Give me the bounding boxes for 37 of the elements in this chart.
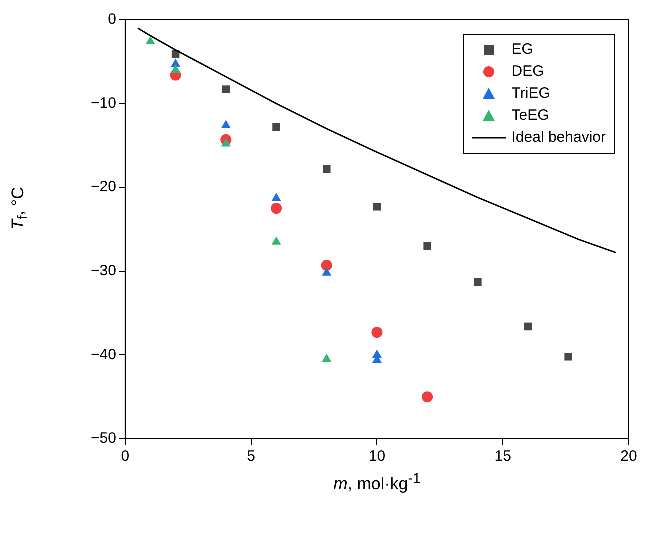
point	[322, 354, 332, 362]
x-tick-label: 5	[247, 448, 256, 466]
legend-label: Ideal behavior	[512, 128, 606, 148]
point	[272, 123, 280, 132]
point	[422, 392, 434, 403]
y-tick-label: −50	[90, 430, 116, 448]
legend-label: TriEG	[512, 84, 550, 104]
point	[146, 36, 156, 45]
y-tick-label: −20	[90, 178, 116, 196]
point	[271, 203, 282, 214]
point	[524, 322, 532, 331]
legend-label: EG	[512, 40, 534, 60]
point	[474, 278, 482, 286]
point	[272, 192, 282, 202]
x-axis-title: m, mol·kg$^{-1}$	[332, 471, 422, 495]
y-tick-label: 0	[108, 11, 116, 28]
x-tick-label: 20	[620, 448, 638, 466]
point	[221, 120, 231, 128]
legend-label: DEG	[512, 62, 544, 82]
x-tick-label: 10	[368, 448, 386, 466]
y-tick-label: −30	[90, 262, 116, 280]
y-tick-label: −40	[90, 346, 116, 364]
point	[424, 242, 432, 250]
point	[322, 165, 331, 174]
y-tick-label: −10	[90, 94, 116, 112]
point	[221, 138, 231, 147]
point	[564, 352, 572, 361]
legend-label: TeEG	[512, 106, 550, 126]
point	[322, 268, 332, 276]
point	[321, 260, 332, 272]
point	[373, 202, 382, 211]
point	[272, 236, 282, 245]
x-tick-label: 0	[121, 448, 130, 466]
x-tick-label: 15	[494, 448, 512, 466]
point	[222, 86, 230, 94]
point	[372, 327, 383, 338]
point	[171, 64, 181, 74]
